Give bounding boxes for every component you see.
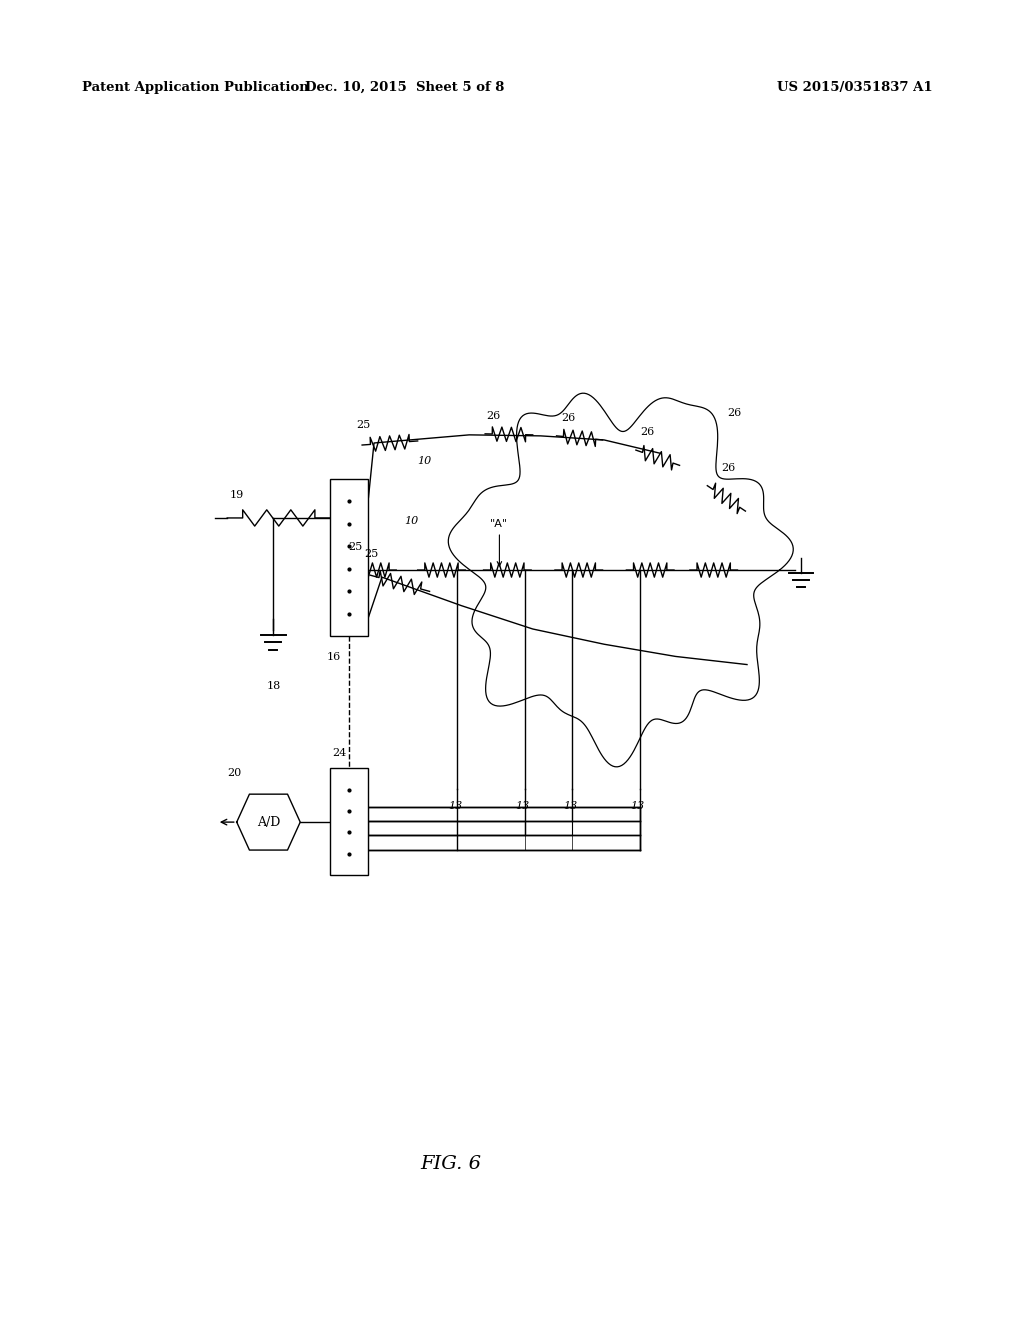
Text: 20: 20	[227, 768, 242, 779]
Polygon shape	[237, 795, 300, 850]
Text: 10: 10	[404, 516, 419, 527]
Text: 24: 24	[332, 748, 346, 758]
Text: 26: 26	[640, 426, 654, 437]
Text: 10: 10	[418, 457, 432, 466]
Text: 19: 19	[229, 490, 244, 500]
Bar	[369, 821, 524, 836]
Text: 25: 25	[356, 420, 371, 430]
Text: 26: 26	[727, 408, 741, 417]
Text: 13: 13	[515, 801, 529, 810]
Text: "A": "A"	[490, 519, 509, 566]
Bar	[331, 479, 369, 636]
Text: 26: 26	[722, 463, 736, 474]
Text: 26: 26	[486, 411, 501, 421]
Text: FIG. 6: FIG. 6	[420, 1155, 481, 1173]
Text: 13: 13	[563, 801, 578, 810]
Text: Patent Application Publication: Patent Application Publication	[82, 81, 308, 94]
Text: 25: 25	[365, 549, 379, 558]
Text: 16: 16	[327, 652, 341, 661]
Text: 26: 26	[561, 413, 575, 422]
Text: A/D: A/D	[257, 816, 281, 829]
Text: 13: 13	[631, 801, 644, 810]
Bar	[369, 807, 640, 850]
Text: 18: 18	[267, 681, 282, 690]
Text: 13: 13	[447, 801, 462, 810]
Text: Dec. 10, 2015  Sheet 5 of 8: Dec. 10, 2015 Sheet 5 of 8	[305, 81, 504, 94]
Text: US 2015/0351837 A1: US 2015/0351837 A1	[777, 81, 933, 94]
Text: 25: 25	[348, 541, 362, 552]
Bar	[369, 821, 572, 836]
Bar	[331, 768, 369, 875]
